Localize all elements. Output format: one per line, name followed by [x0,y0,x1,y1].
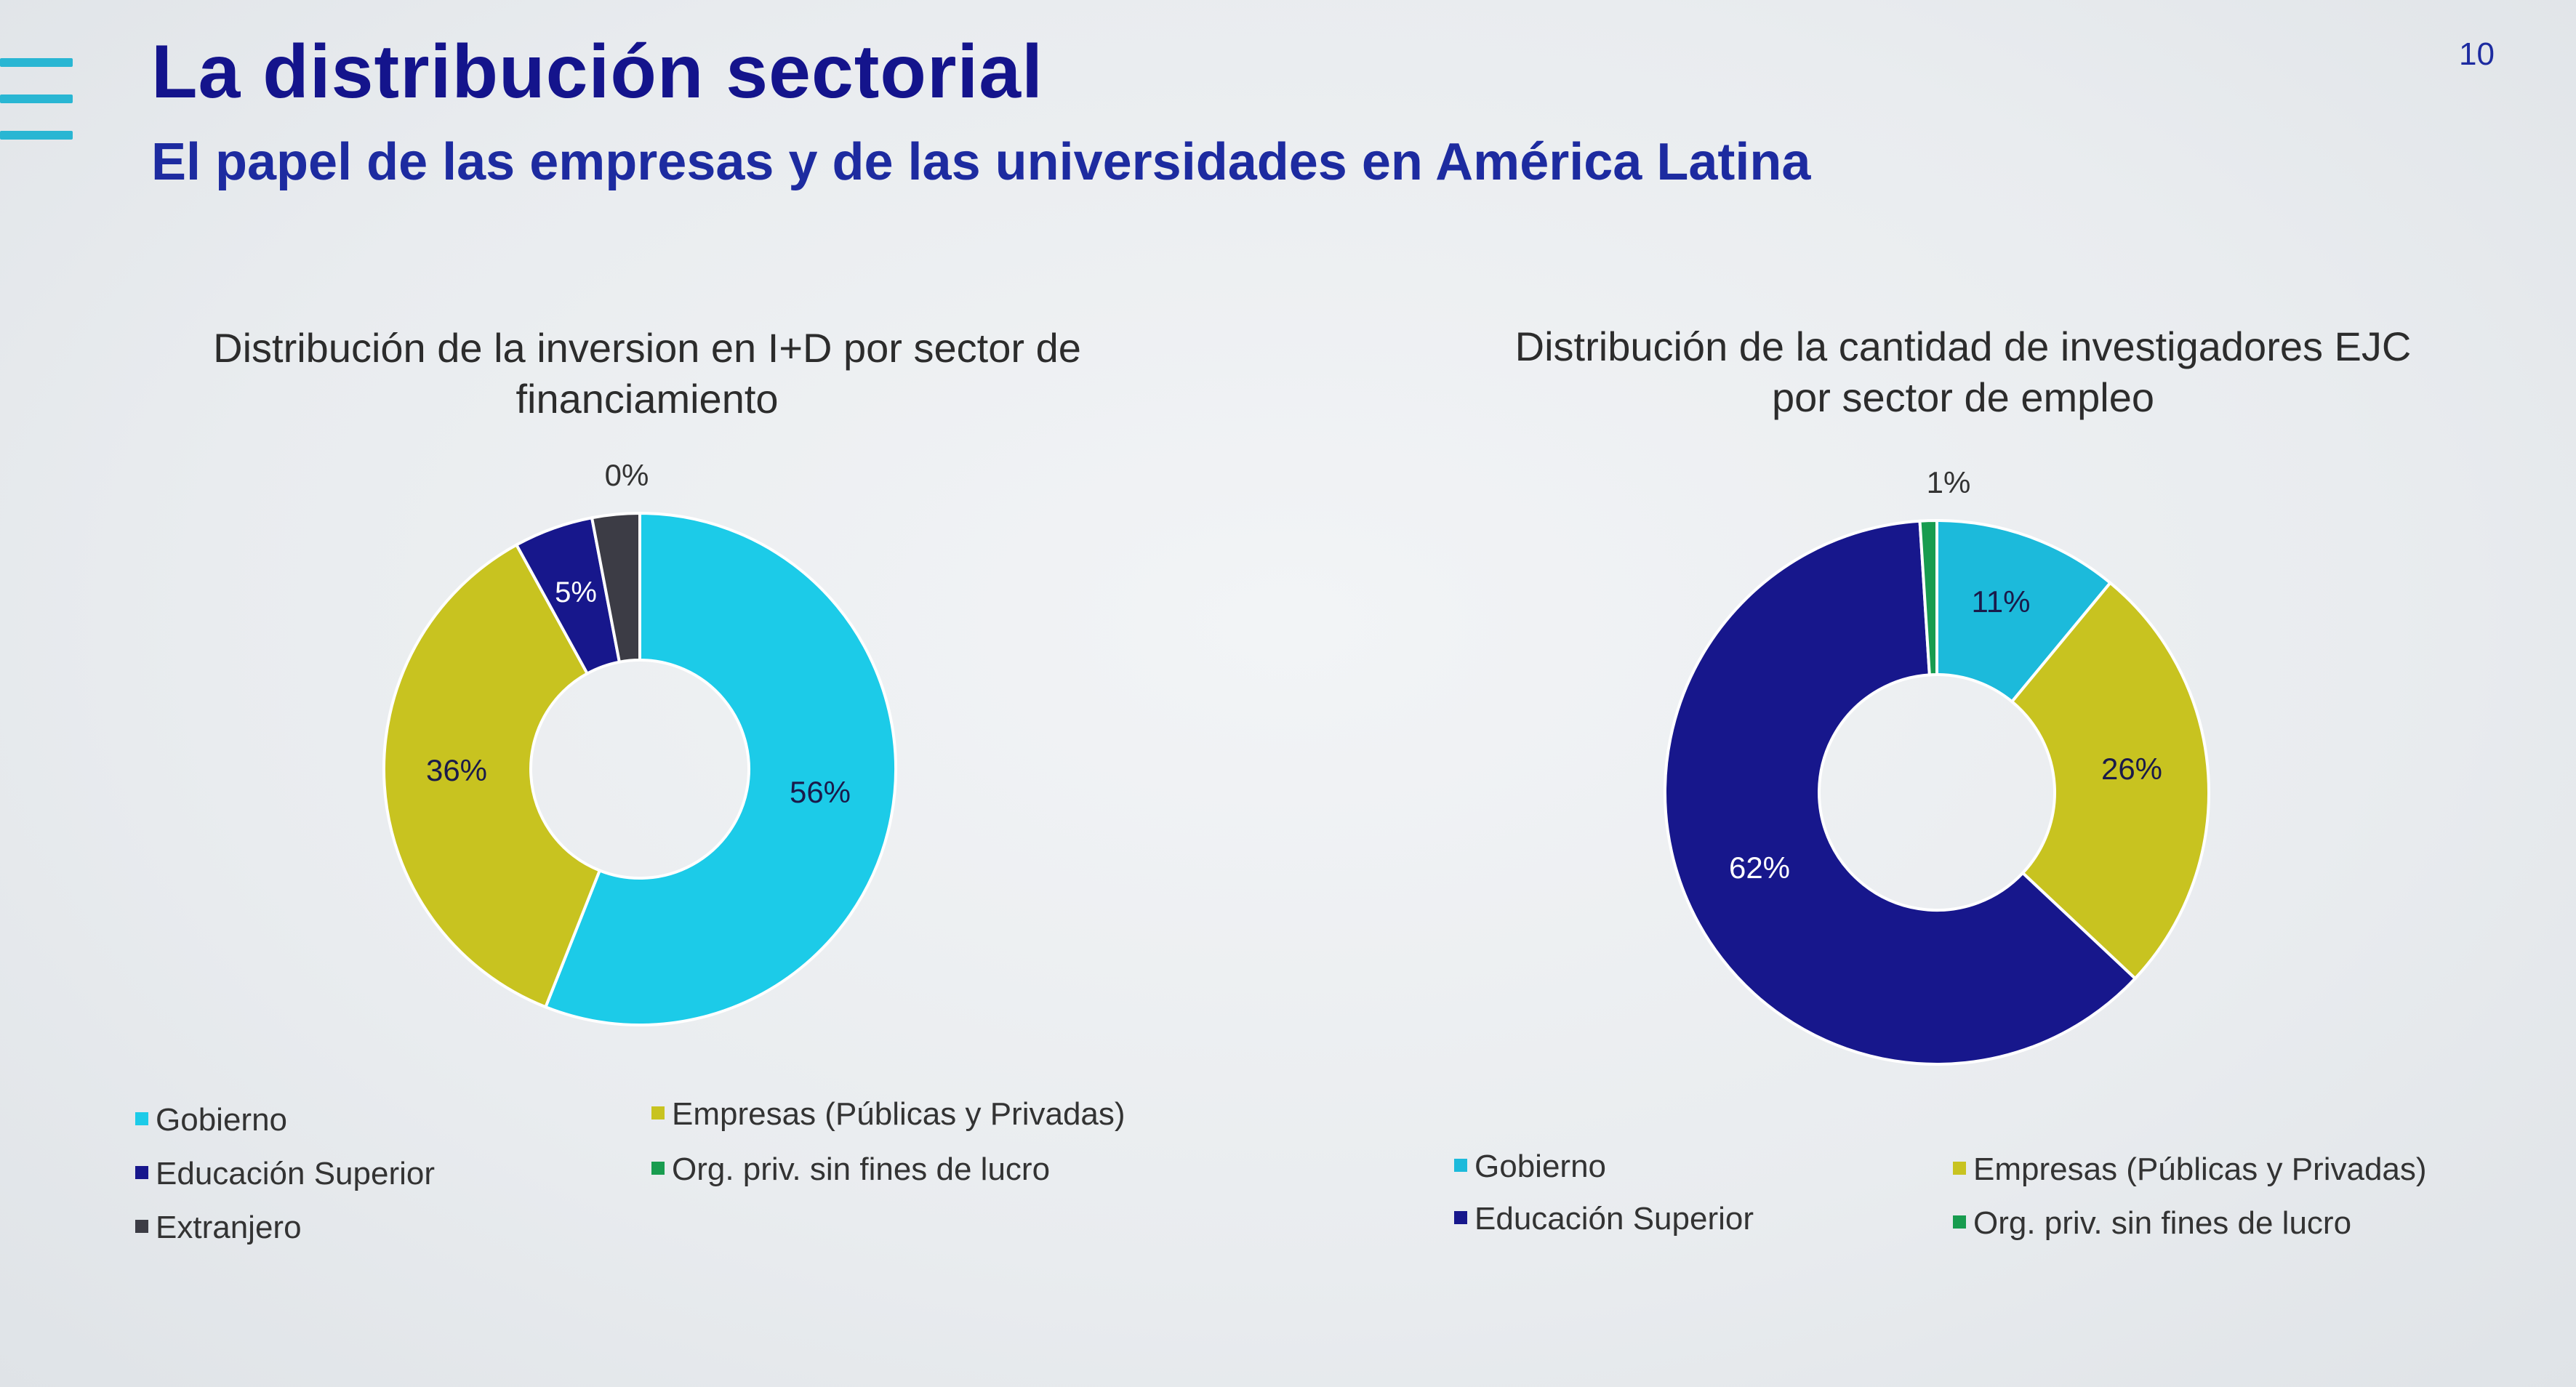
legend-label: Org. priv. sin fines de lucro [672,1151,1051,1187]
legend-swatch [1953,1162,1966,1175]
legend-swatch [651,1106,665,1120]
legend-swatch [135,1220,148,1234]
legend-label: Org. priv. sin fines de lucro [1973,1205,2352,1241]
legend-1-item-gobierno: Gobierno [135,1102,287,1138]
chart-1-title-line-2: financiamiento [515,376,779,422]
legend-swatch [1454,1211,1467,1225]
donut-1-data-label: 5% [555,576,597,608]
chart-2-title-line-2: por sector de empleo [1771,374,2155,420]
legend-2-item-educacion: Educación Superior [1454,1201,1754,1237]
legend-swatch [651,1162,665,1175]
menu-icon[interactable] [0,58,73,145]
legend-2-item-empresas: Empresas (Públicas y Privadas) [1953,1151,2427,1188]
legend-swatch [135,1166,148,1180]
donut-2-data-label: 26% [2101,752,2162,786]
legend-2-item-org-priv: Org. priv. sin fines de lucro [1953,1205,2351,1242]
legend-label: Empresas (Públicas y Privadas) [1973,1151,2427,1187]
legend-1-item-org-priv: Org. priv. sin fines de lucro [651,1151,1050,1188]
legend-label: Educación Superior [1474,1201,1754,1237]
legend-2-item-gobierno: Gobierno [1454,1149,1606,1185]
legend-label: Educación Superior [156,1156,436,1191]
chart-2-title: Distribución de la cantidad de investiga… [1425,321,2501,423]
donut-1-slice-gobierno [543,511,897,1026]
legend-swatch [1953,1215,1966,1229]
legend-label: Empresas (Públicas y Privadas) [672,1096,1126,1132]
legend-label: Extranjero [156,1210,302,1245]
donut-2-slice-org-priv-sin-fines-de-lucro [1918,518,1938,677]
chart-1-title: Distribución de la inversion en I+D por … [116,323,1178,425]
legend-swatch [1454,1159,1467,1173]
legend-1-item-empresas: Empresas (Públicas y Privadas) [651,1096,1126,1133]
donut-1-data-label: 0% [605,458,649,492]
donut-1-data-label: 36% [426,753,487,787]
donut-1-slice-extranjero [590,511,641,664]
donut-2-slice-gobierno [1935,518,2113,704]
legend-1-item-extranjero: Extranjero [135,1210,302,1246]
legend-label: Gobierno [156,1102,288,1138]
donut-2-data-label: 62% [1729,851,1790,885]
legend-label: Gobierno [1474,1149,1607,1184]
donut-2-data-label: 11% [1972,584,2031,619]
page-number: 10 [2459,36,2495,72]
chart-1-title-line-1: Distribución de la inversion en I+D por … [213,325,1081,371]
chart-2-title-line-1: Distribución de la cantidad de investiga… [1514,323,2412,369]
legend-swatch [135,1112,148,1126]
donut-1-data-label: 56% [790,775,851,809]
donut-2-data-label: 1% [1927,465,1971,499]
slide-title: La distribución sectorial [151,30,1044,114]
donut-1-slice-empresas-p-blicas-y-privadas [382,542,602,1009]
slide-subtitle: El papel de las empresas y de las univer… [151,133,1811,191]
donut-2-slice-educaci-n-superior [1664,519,2138,1066]
legend-1-item-educacion: Educación Superior [135,1156,435,1192]
donut-2-slice-empresas-p-blicas-y-privadas [2010,581,2210,981]
